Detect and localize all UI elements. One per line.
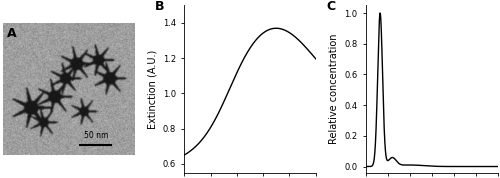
Text: B: B — [155, 0, 164, 13]
Text: 50 nm: 50 nm — [84, 131, 108, 140]
Y-axis label: Extinction (A.U.): Extinction (A.U.) — [147, 49, 157, 129]
Text: A: A — [6, 27, 16, 40]
Text: C: C — [326, 0, 336, 13]
Y-axis label: Relative concentration: Relative concentration — [328, 34, 338, 144]
